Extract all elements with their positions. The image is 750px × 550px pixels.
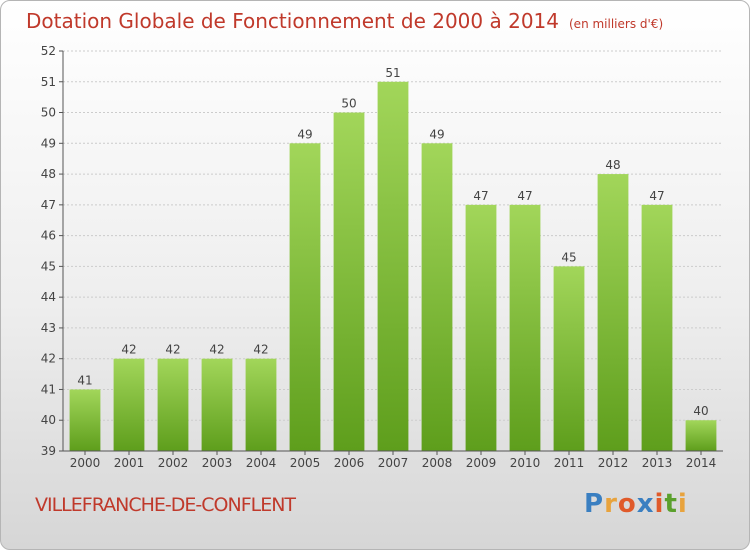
bar-2009 [465,204,497,451]
data-label-2003: 42 [209,343,224,357]
bar-2014 [685,420,717,451]
bar-2007 [377,81,409,452]
data-label-2000: 41 [77,373,92,387]
y-tick-label: 40 [41,413,56,427]
commune-name: VILLEFRANCHE-DE-CONFLENT [35,494,296,516]
bar-2003 [201,358,233,451]
y-tick-label: 48 [41,167,56,181]
logo-letter: x [636,489,655,519]
x-tick-label-2010: 2010 [510,456,541,470]
x-tick-label-2006: 2006 [334,456,365,470]
data-label-2009: 47 [473,189,488,203]
chart-title: Dotation Globale de Fonctionnement de 20… [26,9,663,33]
x-tick-label-2014: 2014 [686,456,717,470]
y-tick-label: 41 [41,382,56,396]
x-tick-label-2001: 2001 [114,456,145,470]
x-tick-label-2000: 2000 [70,456,101,470]
y-tick-label: 43 [41,321,56,335]
bar-2013 [641,204,673,451]
y-tick-label: 46 [41,229,56,243]
y-tick-label: 45 [41,259,56,273]
x-tick-label-2011: 2011 [554,456,585,470]
bars [69,81,717,452]
y-tick-label: 52 [41,44,56,58]
bar-2004 [245,358,277,451]
logo-letter: i [677,489,688,519]
data-label-2010: 47 [517,189,532,203]
x-tick-label-2002: 2002 [158,456,189,470]
bar-2001 [113,358,145,451]
axes: 39 40 41 42 43 44 45 46 47 48 49 50 51 52 2000 2001 2002… [41,44,723,470]
data-label-2007: 51 [385,66,400,80]
x-tick-label-2003: 2003 [202,456,233,470]
chart-title-text: Dotation Globale de Fonctionnement de 20… [26,9,559,33]
y-tick-label: 44 [41,290,56,304]
y-tick-label: 49 [41,136,56,150]
bar-2008 [421,143,453,452]
x-tick-label-2009: 2009 [466,456,497,470]
logo-letter: i [654,489,665,519]
data-label-2011: 45 [561,250,576,264]
y-tick-label: 42 [41,352,56,366]
x-tick-label-2004: 2004 [246,456,277,470]
logo-letter: P [584,489,605,519]
data-label-2006: 50 [341,97,356,111]
bar-2000 [69,389,101,451]
data-label-2004: 42 [253,343,268,357]
logo-letter: o [617,489,637,519]
x-tick-label-2005: 2005 [290,456,321,470]
data-label-2013: 47 [649,189,664,203]
x-tick-label-2008: 2008 [422,456,453,470]
bar-2006 [333,112,365,452]
y-tick-label: 50 [41,106,56,120]
proxiti-logo: Proxiti [584,489,688,519]
data-labels: 41 42 42 42 42 49 50 51 49 47 47 45 48 47 40 [77,66,708,418]
x-tick-label-2012: 2012 [598,456,629,470]
bar-2011 [553,266,585,451]
y-tick-label: 51 [41,75,56,89]
chart-unit-note: (en milliers d'€) [569,17,664,31]
bar-2002 [157,358,189,451]
data-label-2012: 48 [605,158,620,172]
data-label-2002: 42 [165,343,180,357]
y-tick-label: 39 [41,444,56,458]
x-tick-label-2013: 2013 [642,456,673,470]
y-tick-label: 47 [41,198,56,212]
logo-letter: t [664,489,678,519]
x-tick-label-2007: 2007 [378,456,409,470]
data-label-2001: 42 [121,343,136,357]
data-label-2008: 49 [429,127,444,141]
data-label-2005: 49 [297,127,312,141]
bar-2010 [509,204,541,451]
logo-letter: r [604,489,618,519]
bar-2005 [289,143,321,452]
bar-2012 [597,174,629,452]
data-label-2014: 40 [693,404,708,418]
